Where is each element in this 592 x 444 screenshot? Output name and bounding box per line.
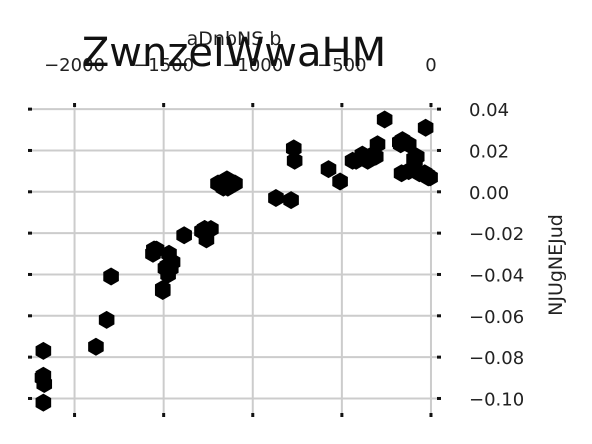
data-point [283,191,299,210]
data-point [203,220,219,238]
data-point [154,279,171,298]
data-point [268,189,284,207]
data-point [422,168,438,187]
tick-layer [28,103,441,417]
point-layer [34,110,438,412]
y-tick-label: −0.04 [469,265,524,286]
data-point [286,151,303,170]
y-tick-label: −0.10 [469,389,524,410]
grid-layer [30,105,439,415]
data-point [417,118,434,137]
y-tick-label: 0.00 [469,183,509,204]
y-tick-label: −0.06 [469,307,524,328]
y-tick-label: 0.02 [469,141,509,162]
y-tick-label: 0.04 [469,100,509,121]
y-tick-label: −0.02 [469,224,524,245]
data-point [320,160,337,179]
data-point [400,135,417,154]
data-point [408,147,425,166]
data-point [220,178,236,197]
data-point [88,337,104,356]
y-axis-title: NJUgNEJud [545,214,567,316]
data-point [164,253,181,272]
x-tick-label: −1500 [133,55,194,76]
text-layer: 0−500−1000−1500−2000 aDnbNS b NJUgNEJud … [44,28,567,410]
data-point [35,366,52,385]
chart-title: ZwnzeIWwaHM [82,30,386,76]
x-tick-label: −2000 [44,55,105,76]
x-tick-label: 0 [425,55,436,76]
data-point [98,310,115,329]
data-point [332,172,348,191]
data-point [285,139,302,158]
x-axis-title: aDnbNS b [187,28,282,50]
data-point [367,147,384,166]
data-point [369,135,386,154]
data-point [35,393,52,412]
data-point [376,110,393,129]
data-point [35,341,52,360]
data-point [176,226,192,245]
data-point [148,240,165,259]
x-tick-label: −1000 [222,55,283,76]
x-tick-label: −500 [317,55,366,76]
y-tick-label: −0.08 [469,348,524,369]
data-point [103,267,119,286]
